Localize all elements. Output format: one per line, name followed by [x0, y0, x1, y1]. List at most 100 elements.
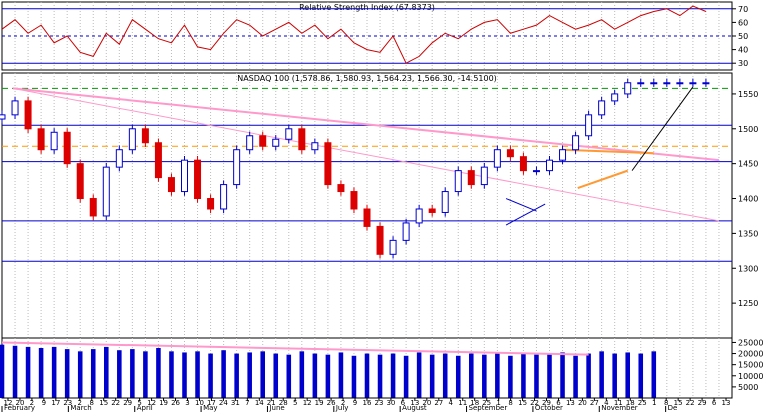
price-trend-line — [562, 148, 654, 155]
candle-body — [272, 138, 280, 147]
x-tick-label: 25 — [638, 399, 647, 407]
volume-bar — [534, 354, 539, 398]
candle-body — [154, 142, 162, 179]
candle-body — [493, 149, 501, 168]
rsi-y-tick-label: 60 — [738, 18, 748, 27]
month-label: August — [402, 404, 427, 412]
x-tick-label: 16 — [363, 399, 372, 407]
volume-panel: 5000 10000 15000 20000 25000 — [0, 337, 763, 399]
candle-body — [546, 159, 553, 172]
x-tick-label: 23 — [375, 399, 384, 407]
price-trend-line — [505, 203, 546, 226]
x-tick-label: 6 — [401, 399, 406, 407]
volume-y-tick-label: 10000 — [738, 372, 763, 381]
x-tick-label: 28 — [279, 399, 288, 407]
x-tick-label: 9 — [353, 399, 357, 407]
volume-bar — [573, 355, 578, 398]
candle-body — [572, 135, 580, 151]
volume-y-tick-label: 20000 — [738, 350, 763, 359]
volume-bar — [234, 353, 239, 398]
candle-body — [611, 93, 619, 102]
volume-bar — [429, 354, 435, 398]
candle-body — [50, 131, 58, 151]
price-panel: 1250 1300 1350 1400 1450 1500 1550 NASDAQ 100 (… — [0, 72, 758, 339]
x-tick-label: 23 — [63, 399, 72, 407]
rsi-series-line — [1, 5, 707, 64]
x-tick-label: 4 — [604, 399, 609, 407]
candle-body — [454, 170, 462, 193]
candle-body — [0, 114, 6, 120]
volume-bar — [260, 351, 265, 398]
candle-body — [650, 82, 658, 85]
candle-body — [637, 82, 645, 85]
candle-body — [63, 131, 71, 165]
candle-body — [363, 208, 371, 227]
candle-body — [689, 82, 697, 85]
volume-bar — [599, 351, 604, 398]
candle-body — [76, 163, 84, 200]
x-tick-label: 1 — [496, 399, 500, 407]
volume-bar — [416, 352, 422, 398]
price-y-tick-label: 1350 — [738, 229, 758, 238]
rsi-title: Relative Strength Index (67.8373) — [299, 3, 435, 12]
x-tick-label: 13 — [410, 399, 419, 407]
x-tick-label: 20 — [578, 399, 587, 407]
x-tick-label: 6 — [556, 399, 561, 407]
x-tick-label: 11 — [614, 399, 623, 407]
candle-body — [285, 128, 293, 140]
x-tick-label: 12 — [4, 399, 13, 407]
x-tick-label: 2 — [78, 399, 82, 407]
x-tick-label: 12 — [303, 399, 312, 407]
volume-bar — [351, 355, 357, 398]
x-tick-label: 24 — [219, 399, 228, 407]
candle-body — [441, 191, 449, 213]
month-label: March — [70, 404, 91, 412]
price-y-tick-label: 1450 — [738, 160, 758, 169]
volume-bar — [51, 346, 57, 398]
volume-bar — [312, 353, 318, 398]
candle-body — [181, 159, 188, 193]
x-tick-label: 14 — [255, 399, 264, 407]
candle-body — [389, 239, 397, 255]
x-tick-label: 21 — [267, 399, 276, 407]
month-label: November — [601, 404, 638, 412]
volume-bar — [221, 350, 226, 398]
volume-bar — [143, 351, 148, 398]
volume-bar — [130, 349, 135, 398]
x-tick-label: 29 — [123, 399, 132, 407]
volume-bar — [455, 355, 461, 398]
volume-bar — [403, 355, 409, 398]
candle-body — [24, 100, 32, 130]
x-tick-label: 19 — [159, 399, 168, 407]
x-tick-label: 20 — [15, 399, 24, 407]
x-tick-label: 26 — [171, 399, 180, 407]
volume-bar — [338, 352, 344, 398]
volume-bar — [482, 354, 487, 398]
x-tick-label: 15 — [674, 399, 683, 407]
x-tick-label: 9 — [42, 399, 46, 407]
rsi-y-tick-label: 50 — [738, 32, 748, 41]
month-label: February — [4, 404, 35, 412]
x-tick-label: 6 — [712, 399, 717, 407]
price-y-tick-label: 1300 — [738, 264, 758, 273]
candle-body — [37, 128, 45, 151]
x-tick-label: 13 — [722, 399, 731, 407]
volume-bar — [560, 352, 565, 398]
volume-bar — [442, 353, 448, 398]
volume-bar — [169, 351, 174, 398]
price-y-tick-label: 1550 — [738, 90, 758, 99]
volume-y-tick-label: 25000 — [738, 338, 763, 347]
volume-bar — [495, 353, 500, 398]
volume-bar — [104, 346, 109, 398]
rsi-y-tick-label: 40 — [738, 46, 748, 55]
x-tick-label: 15 — [518, 399, 527, 407]
x-tick-label: 4 — [449, 399, 454, 407]
candle-body — [128, 128, 136, 151]
x-tick-label: 27 — [590, 399, 599, 407]
volume-y-tick-label: 5000 — [738, 383, 758, 392]
x-tick-label: 30 — [386, 399, 395, 407]
volume-trend-line — [1, 341, 589, 356]
volume-bar — [156, 348, 161, 398]
rsi-panel: 30 40 50 60 70 Relative Strength Index (67.83… — [1, 1, 748, 71]
